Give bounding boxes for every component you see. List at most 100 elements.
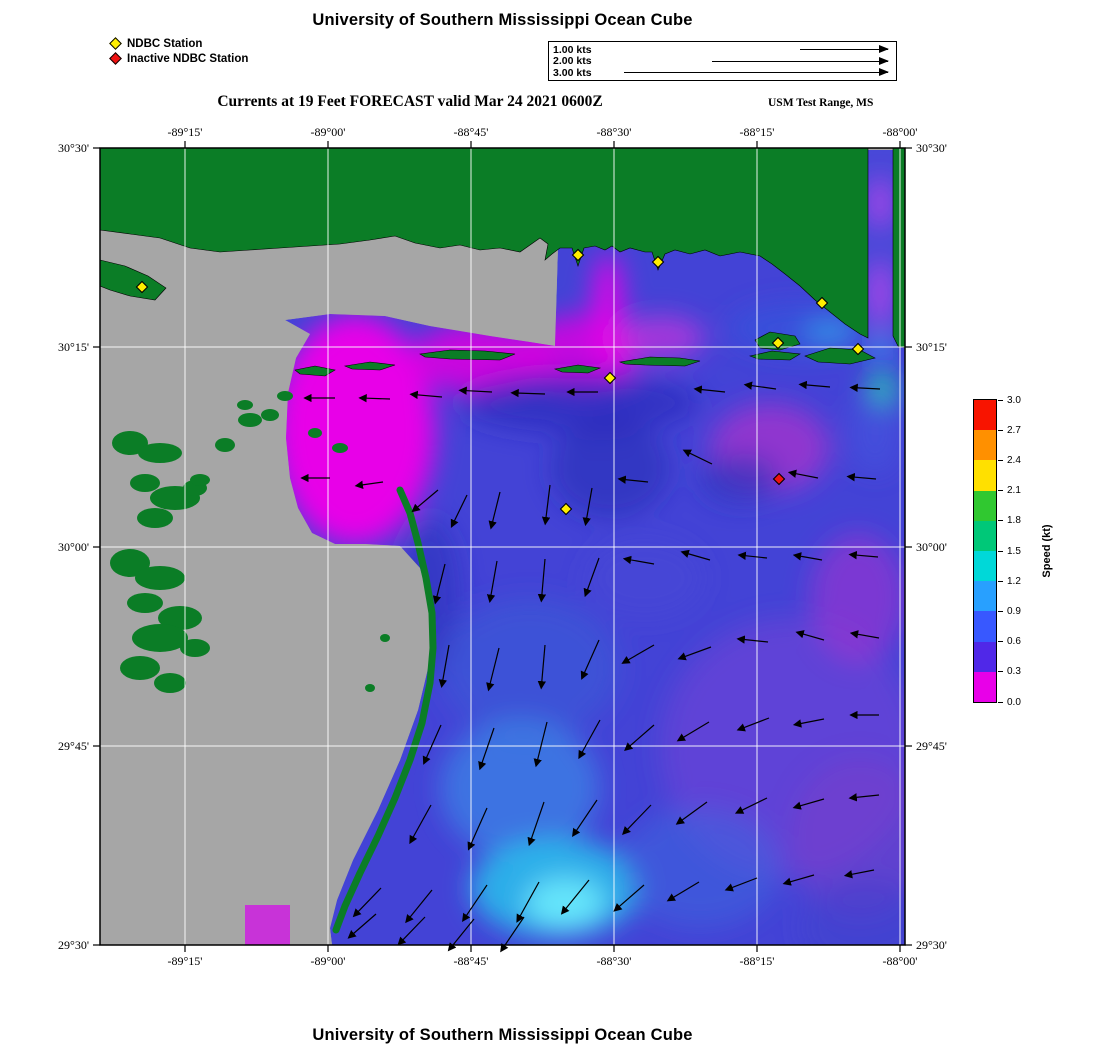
current-vector (397, 916, 426, 946)
marsh-island (130, 474, 160, 492)
current-vector (354, 480, 384, 489)
ndbc-station-marker (571, 248, 585, 262)
current-vector (792, 552, 823, 561)
current-vector (624, 724, 655, 752)
current-vector (533, 721, 548, 768)
colorbar-tick-label: 0.3 (1007, 666, 1021, 678)
current-vector (516, 881, 540, 923)
legend-item: NDBC Station (109, 36, 248, 51)
speed-blob (871, 259, 889, 327)
current-vector (617, 475, 649, 484)
current-vector (848, 793, 880, 802)
legend-item: Inactive NDBC Station (109, 51, 248, 66)
inactive-ndbc-station-marker (772, 472, 786, 486)
current-vector (782, 874, 815, 886)
colorbar-tick-label: 0.9 (1007, 605, 1021, 617)
current-vector (724, 877, 758, 892)
colorbar-tick-label: 2.1 (1007, 485, 1021, 497)
scale-row: 1.00 kts (553, 44, 889, 56)
current-vector (666, 881, 700, 902)
land-layer (99, 147, 906, 377)
speed-blob (550, 418, 670, 518)
scale-arrow (712, 56, 889, 65)
current-vector (478, 727, 495, 771)
lat-label-right: 29°30' (916, 938, 947, 952)
speed-blob (810, 533, 905, 663)
lat-label-left: 30°00' (58, 540, 89, 554)
marsh-island (365, 684, 375, 692)
lon-label-bottom: -88°45' (454, 954, 489, 968)
ndbc-station-marker (771, 336, 785, 350)
marsh-island (277, 391, 293, 401)
colorbar-tick (998, 429, 1003, 431)
current-vector (787, 469, 819, 479)
current-vector (792, 718, 825, 728)
lon-label-top: -88°45' (454, 125, 489, 139)
mainland-coast (99, 147, 869, 339)
current-vector (743, 381, 777, 390)
speed-blob (460, 373, 700, 433)
colorbar: Speed (kt) 3.0 2.7 2.4 2.1 1.8 1.5 1.2 0.9 0.6 0.… (973, 395, 1073, 708)
marsh-island (380, 634, 390, 642)
lon-label-top: -89°15' (168, 125, 203, 139)
plot-subtitle: Currents at 19 Feet FORECAST valid Mar 2… (217, 93, 603, 110)
bay-strip (866, 150, 893, 362)
speed-blob (592, 253, 624, 373)
marsh-island (120, 656, 160, 680)
barrier-island (419, 349, 516, 361)
lon-label-bottom: -88°30' (597, 954, 632, 968)
speed-blob (800, 878, 905, 945)
lon-label-bottom: -89°00' (311, 954, 346, 968)
speed-blob (440, 718, 600, 858)
current-vector (432, 563, 446, 605)
coast-west-peninsula (99, 259, 167, 301)
axis-ticks (93, 141, 912, 952)
current-vector (583, 557, 600, 598)
speed-blob (805, 321, 855, 345)
speed-blob (870, 334, 890, 362)
colorbar-tick (998, 550, 1003, 552)
current-vector (537, 558, 547, 603)
current-vector (572, 799, 598, 838)
colorbar-segment (974, 460, 996, 491)
colorbar-segment (974, 490, 996, 521)
marsh-island (190, 474, 210, 486)
current-vector (622, 804, 652, 835)
colorbar-tick (998, 459, 1003, 461)
marsh-island (238, 413, 262, 427)
current-vector (560, 879, 590, 915)
colorbar-tick-label: 3.0 (1007, 394, 1021, 406)
colorbar-tick-label: 1.5 (1007, 545, 1021, 557)
vector-scale-box: 1.00 kts 2.00 kts 3.00 kts (548, 41, 897, 81)
bay-strip-field (870, 177, 890, 362)
current-vector (849, 383, 881, 393)
current-vector (682, 449, 713, 465)
current-vector (467, 807, 488, 851)
current-vector (578, 719, 601, 760)
lat-label-right: 29°45' (916, 739, 947, 753)
current-vector (458, 386, 493, 395)
ndbc-station-marker (651, 255, 665, 269)
current-vector (450, 494, 468, 528)
barrier-island (294, 365, 336, 377)
current-vector (510, 388, 546, 398)
lat-label-left: 30°15' (58, 340, 89, 354)
current-vector (734, 797, 768, 814)
current-vector (409, 390, 443, 400)
marsh-island (127, 593, 163, 613)
speed-blob (525, 877, 605, 929)
current-vector (622, 555, 655, 565)
marsh-island (180, 639, 210, 657)
current-vector (621, 644, 655, 664)
lon-label-bottom: -89°15' (168, 954, 203, 968)
lon-label-top: -88°30' (597, 125, 632, 139)
range-label: USM Test Range, MS (768, 97, 874, 109)
colorbar-tick (998, 641, 1003, 643)
marsh-island (332, 443, 348, 453)
colorbar-segment (974, 641, 996, 672)
grid-layer (100, 148, 905, 945)
colorbar-segment (974, 671, 996, 703)
scale-row-label: 3.00 kts (553, 66, 592, 79)
colorbar-tick-label: 2.7 (1007, 424, 1021, 436)
